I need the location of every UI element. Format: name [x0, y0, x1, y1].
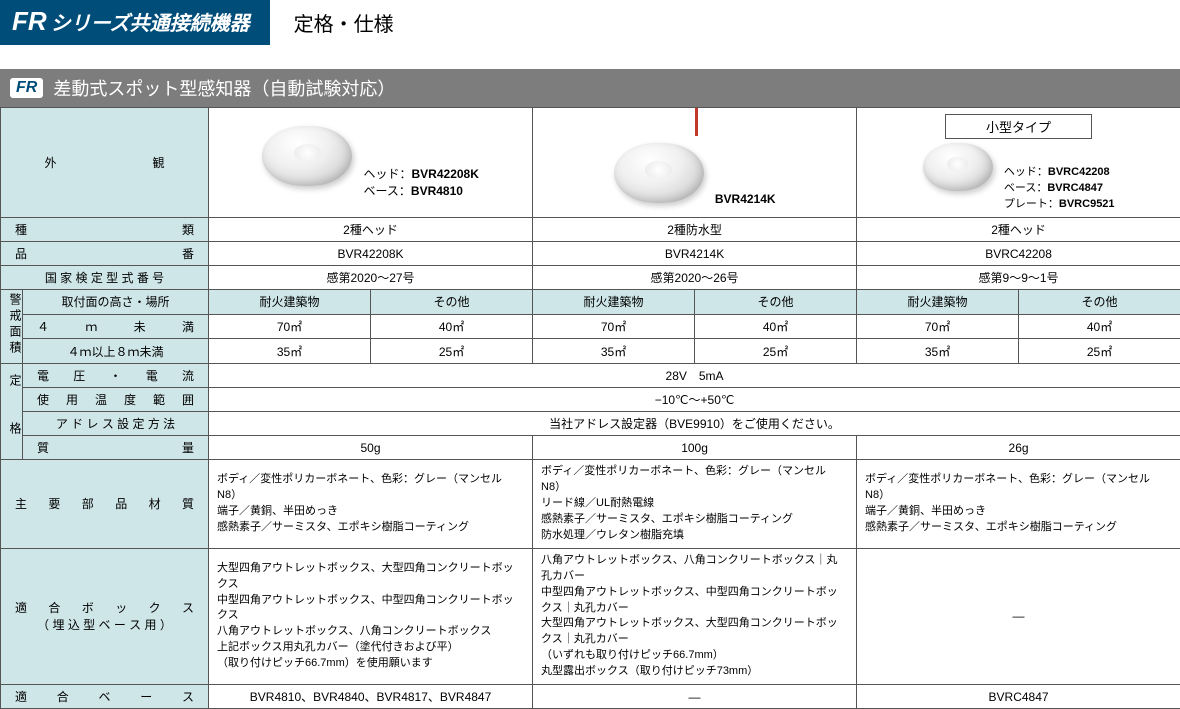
row-box: 適 合 ボ ッ ク ス （ 埋 込 型 ベ ー ス 用 ）: [1, 548, 209, 685]
row-product-no: 品 番: [1, 242, 209, 266]
sub-other-3: その他: [1019, 290, 1180, 315]
product3-cell: 小型タイプ ヘッド：BVRC42208 ベース：BVRC4847 プレート：BV…: [857, 108, 1180, 218]
row-type: 種 類: [1, 218, 209, 242]
u4-p1o: 40㎡: [371, 314, 533, 339]
fr-logo: FR: [12, 6, 47, 36]
row-mount-height: 取付面の高さ・場所: [23, 290, 209, 315]
box-p1: 大型四角アウトレットボックス、大型四角コンクリートボックス 中型四角アウトレット…: [209, 548, 533, 685]
row-base: 適 合 ベ ー ス: [1, 685, 209, 709]
mass-p3: 26g: [857, 436, 1180, 460]
product2-labels: BVR4214K: [715, 192, 776, 206]
row-under4m: ４ ｍ 未 満: [23, 314, 209, 339]
u4-p1f: 70㎡: [209, 314, 371, 339]
u4-p3o: 40㎡: [1019, 314, 1180, 339]
temp-val: −10℃～+50℃: [209, 388, 1180, 412]
voltage-val: 28V 5mA: [209, 364, 1180, 388]
fr-badge: FR: [10, 78, 43, 98]
sub-other-1: その他: [371, 290, 533, 315]
mass-p2: 100g: [533, 436, 857, 460]
row-voltage: 電 圧 ・ 電 流: [23, 364, 209, 388]
base-p2: ―: [533, 685, 857, 709]
48-p2f: 35㎡: [533, 339, 695, 364]
spec-table: 外 観 ヘッド：BVR42208K ベース：BVR4810 BVR4214K 小…: [0, 107, 1180, 709]
detector-icon: [262, 126, 352, 186]
mass-p1: 50g: [209, 436, 533, 460]
product2-cell: BVR4214K: [533, 108, 857, 218]
mat-p2: ボディ／変性ポリカーボネート、色彩：グレー（マンセルN8） リード線／UL耐熱電…: [533, 460, 857, 549]
sub-fire-3: 耐火建築物: [857, 290, 1019, 315]
wire-icon: [695, 108, 698, 136]
row-cert-no: 国 家 検 定 型 式 番 号: [1, 266, 209, 290]
product3-labels: ヘッド：BVRC42208 ベース：BVRC4847 プレート：BVRC9521: [1004, 163, 1115, 211]
row-mass: 質 量: [23, 436, 209, 460]
row-temp: 使 用 温 度 範 囲: [23, 388, 209, 412]
48-p2o: 25㎡: [695, 339, 857, 364]
small-type-box: 小型タイプ: [945, 114, 1092, 139]
type-p3: 2種ヘッド: [857, 218, 1180, 242]
48-p1o: 25㎡: [371, 339, 533, 364]
48-p3f: 35㎡: [857, 339, 1019, 364]
series-title: シリーズ共通接続機器: [51, 13, 250, 35]
base-p1: BVR4810、BVR4840、BVR4817、BVR4847: [209, 685, 533, 709]
base-p3: BVRC4847: [857, 685, 1180, 709]
pno-p2: BVR4214K: [533, 242, 857, 266]
detector-icon: [923, 143, 993, 191]
address-val: 当社アドレス設定器（BVE9910）をご使用ください。: [209, 412, 1180, 436]
48-p3o: 25㎡: [1019, 339, 1180, 364]
row-appearance: 外 観: [1, 108, 209, 218]
48-p1f: 35㎡: [209, 339, 371, 364]
cert-p2: 感第2020～26号: [533, 266, 857, 290]
product1-cell: ヘッド：BVR42208K ベース：BVR4810: [209, 108, 533, 218]
pno-p1: BVR42208K: [209, 242, 533, 266]
section-bar: FR 差動式スポット型感知器（自動試験対応）: [0, 69, 1180, 107]
u4-p2o: 40㎡: [695, 314, 857, 339]
box-p2: 八角アウトレットボックス、八角コンクリートボックス｜丸孔カバー 中型四角アウトレ…: [533, 548, 857, 685]
mat-p3: ボディ／変性ポリカーボネート、色彩：グレー（マンセルN8） 端子／黄銅、半田めっ…: [857, 460, 1180, 549]
row-materials: 主 要 部 品 材 質: [1, 460, 209, 549]
u4-p2f: 70㎡: [533, 314, 695, 339]
u4-p3f: 70㎡: [857, 314, 1019, 339]
sub-other-2: その他: [695, 290, 857, 315]
section-title: 差動式スポット型感知器（自動試験対応）: [53, 75, 395, 101]
header-left: FRシリーズ共通接続機器: [0, 0, 270, 45]
page-header: FRシリーズ共通接続機器 定格・仕様: [0, 0, 1180, 45]
mat-p1: ボディ／変性ポリカーボネート、色彩：グレー（マンセルN8） 端子／黄銅、半田めっ…: [209, 460, 533, 549]
row-address: ア ド レ ス 設 定 方 法: [23, 412, 209, 436]
cert-p1: 感第2020～27号: [209, 266, 533, 290]
row-4to8: ４ｍ以上８ｍ未満: [23, 339, 209, 364]
row-warn-area: 警戒面積: [1, 290, 23, 364]
type-p2: 2種防水型: [533, 218, 857, 242]
sub-fire-1: 耐火建築物: [209, 290, 371, 315]
pno-p3: BVRC42208: [857, 242, 1180, 266]
box-p3: ―: [857, 548, 1180, 685]
type-p1: 2種ヘッド: [209, 218, 533, 242]
cert-p3: 感第9～9～1号: [857, 266, 1180, 290]
spec-title: 定格・仕様: [270, 0, 418, 45]
detector-icon: [614, 143, 704, 203]
product1-labels: ヘッド：BVR42208K ベース：BVR4810: [364, 165, 479, 199]
sub-fire-2: 耐火建築物: [533, 290, 695, 315]
row-rating: 定 格: [1, 364, 23, 460]
